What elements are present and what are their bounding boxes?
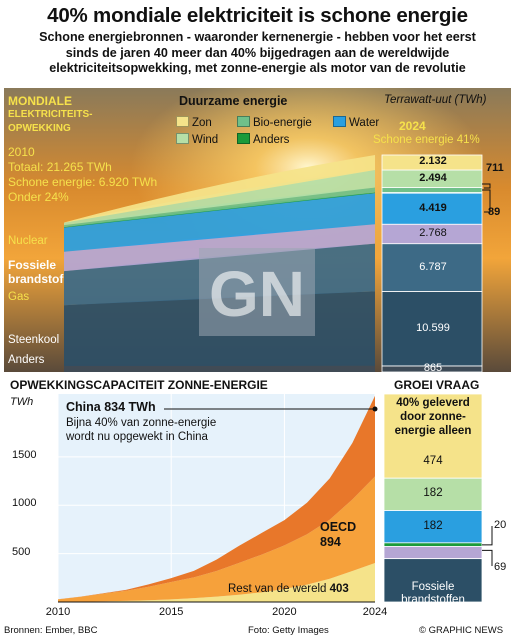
growth-segment-fossiele-brandstoffen bbox=[383, 558, 483, 603]
segment-label-zon: 2.132 bbox=[419, 155, 447, 168]
bar-segment-bio-energie bbox=[381, 187, 483, 193]
legend-swatch bbox=[237, 116, 250, 127]
fossil-label: Fossiele brandstoffen 244 bbox=[401, 581, 465, 619]
bar-segment-steenkool bbox=[381, 290, 483, 367]
y-unit: TWh bbox=[10, 396, 34, 408]
unit-label: Terrawatt-uut (TWh) bbox=[384, 94, 487, 106]
area-water bbox=[64, 193, 375, 252]
x-tick-label: 2010 bbox=[45, 606, 71, 618]
clean-2024: Schone energie 41% bbox=[373, 134, 480, 146]
growth-segment-nuclear bbox=[383, 546, 483, 560]
bar-segment-water bbox=[381, 192, 483, 225]
growth-segment-water bbox=[383, 510, 483, 544]
segment-label-gas: 6.787 bbox=[419, 260, 447, 273]
oecd-label: OECD 894 bbox=[320, 520, 357, 549]
segment-label-nuclear: 2.768 bbox=[419, 226, 447, 239]
clean-2010: Schone energie: 6.920 TWh bbox=[8, 175, 158, 189]
growth-label-wind: 182 bbox=[423, 487, 443, 500]
bar-segment-zon bbox=[381, 154, 483, 171]
legend-item-water: Water bbox=[333, 116, 379, 129]
x-tick-label: 2020 bbox=[272, 606, 297, 618]
callout-69: 69 bbox=[494, 561, 507, 573]
solar-capacity-panel: Opwekkingscapaciteit zonne-energie TWh 1… bbox=[4, 378, 511, 628]
callout-711: 711 bbox=[486, 162, 504, 174]
page-title: 40% mondiale elektriciteit is schone ene… bbox=[47, 4, 468, 27]
y-tick-label: 1000 bbox=[12, 497, 37, 510]
x-tick-label: 2024 bbox=[362, 606, 388, 618]
area-anders bbox=[64, 192, 375, 228]
growth-note: 40% geleverd door zonne- energie alleen bbox=[394, 397, 472, 437]
brand: © GRAPHIC NEWS bbox=[419, 625, 504, 636]
china-note: Bijna 40% van zonne-energie wordt nu opg… bbox=[66, 417, 217, 443]
area-bio-energie bbox=[64, 187, 375, 228]
sources: Bronnen: Ember, BBC bbox=[4, 625, 98, 636]
page-subtitle: Schone energiebronnen - waaronder kernen… bbox=[0, 30, 515, 77]
china-label: China 834 TWh bbox=[66, 400, 156, 414]
area-anders-fossiel bbox=[64, 365, 375, 372]
subtitle-line: Schone energiebronnen - waaronder kernen… bbox=[39, 30, 476, 44]
subtitle-line: elektriciteitsopwekking, met zonne-energ… bbox=[49, 61, 466, 75]
bar-segment-gas bbox=[381, 243, 483, 292]
share-2010: Onder 24% bbox=[8, 190, 69, 204]
china-leader-dot bbox=[372, 406, 378, 412]
side-label-gas: Gas bbox=[8, 291, 30, 303]
year-2010: 2010 bbox=[8, 145, 35, 159]
callout-89: 89 bbox=[488, 206, 501, 218]
area-rest-of-world bbox=[58, 563, 375, 602]
photo-credit: Foto: Getty Images bbox=[248, 625, 329, 636]
segment-label-anders-fossiel: 865 bbox=[423, 361, 443, 372]
legend-swatch bbox=[176, 116, 189, 127]
growth-label-water: 182 bbox=[423, 519, 443, 532]
year-2024: 2024 bbox=[399, 119, 426, 133]
legend-item-zon: Zon bbox=[176, 116, 212, 129]
subtitle-line: sinds de jaren 40 meer dan 40% bijgedrag… bbox=[65, 45, 450, 60]
callout-69-leader bbox=[482, 549, 493, 566]
watermark-logo bbox=[199, 248, 315, 336]
area-wind bbox=[64, 169, 375, 226]
total-2010: Totaal: 21.265 TWh bbox=[8, 160, 112, 174]
segment-label-water: 4.419 bbox=[419, 201, 447, 214]
y-tick-label: 1500 bbox=[12, 448, 37, 461]
side-label-anders: Anders bbox=[8, 354, 45, 366]
legend-swatch bbox=[176, 133, 189, 144]
side-label-fossil: Fossiele brandstof bbox=[8, 258, 64, 286]
area-zon bbox=[64, 155, 375, 223]
growth-heading: Groei vraag bbox=[394, 378, 480, 392]
x-tick-label: 2015 bbox=[158, 606, 184, 618]
solar-area-chart bbox=[57, 393, 493, 603]
generation-chart-panel: GN Mondiale elektriciteits- opwekking 20… bbox=[4, 88, 511, 372]
legend-title: Duurzame energie bbox=[179, 94, 288, 108]
rest-label: Rest van de wereld 403 bbox=[228, 583, 349, 595]
side-label-steenkool: Steenkool bbox=[8, 334, 60, 346]
callout-711-leader bbox=[482, 183, 491, 189]
y-tick-label: 500 bbox=[12, 545, 31, 558]
callout-89-leader bbox=[482, 189, 491, 213]
area-oecd bbox=[58, 476, 375, 602]
callout-20-leader bbox=[482, 526, 493, 546]
generation-area-chart: GN bbox=[4, 88, 511, 372]
area-nuclear bbox=[64, 224, 375, 272]
solar-heading: Opwekkingscapaciteit zonne-energie bbox=[10, 378, 268, 392]
legend-item-anders: Anders bbox=[237, 133, 289, 146]
legend-swatch bbox=[237, 133, 250, 144]
segment-label-steenkool: 10.599 bbox=[416, 321, 450, 334]
growth-label-zon: 474 bbox=[423, 455, 443, 468]
chart-heading: Mondiale elektriciteits- opwekking bbox=[8, 94, 93, 134]
side-label-nuclear: Nuclear bbox=[8, 235, 48, 247]
growth-segment-anders bbox=[383, 542, 483, 547]
legend-swatch bbox=[333, 116, 346, 127]
legend-item-bio: Bio-energie bbox=[237, 116, 312, 129]
callout-20: 20 bbox=[494, 519, 507, 531]
segment-label-wind: 2.494 bbox=[419, 171, 447, 184]
watermark-logo-text: GN bbox=[209, 258, 305, 330]
legend-item-wind: Wind bbox=[176, 133, 218, 146]
